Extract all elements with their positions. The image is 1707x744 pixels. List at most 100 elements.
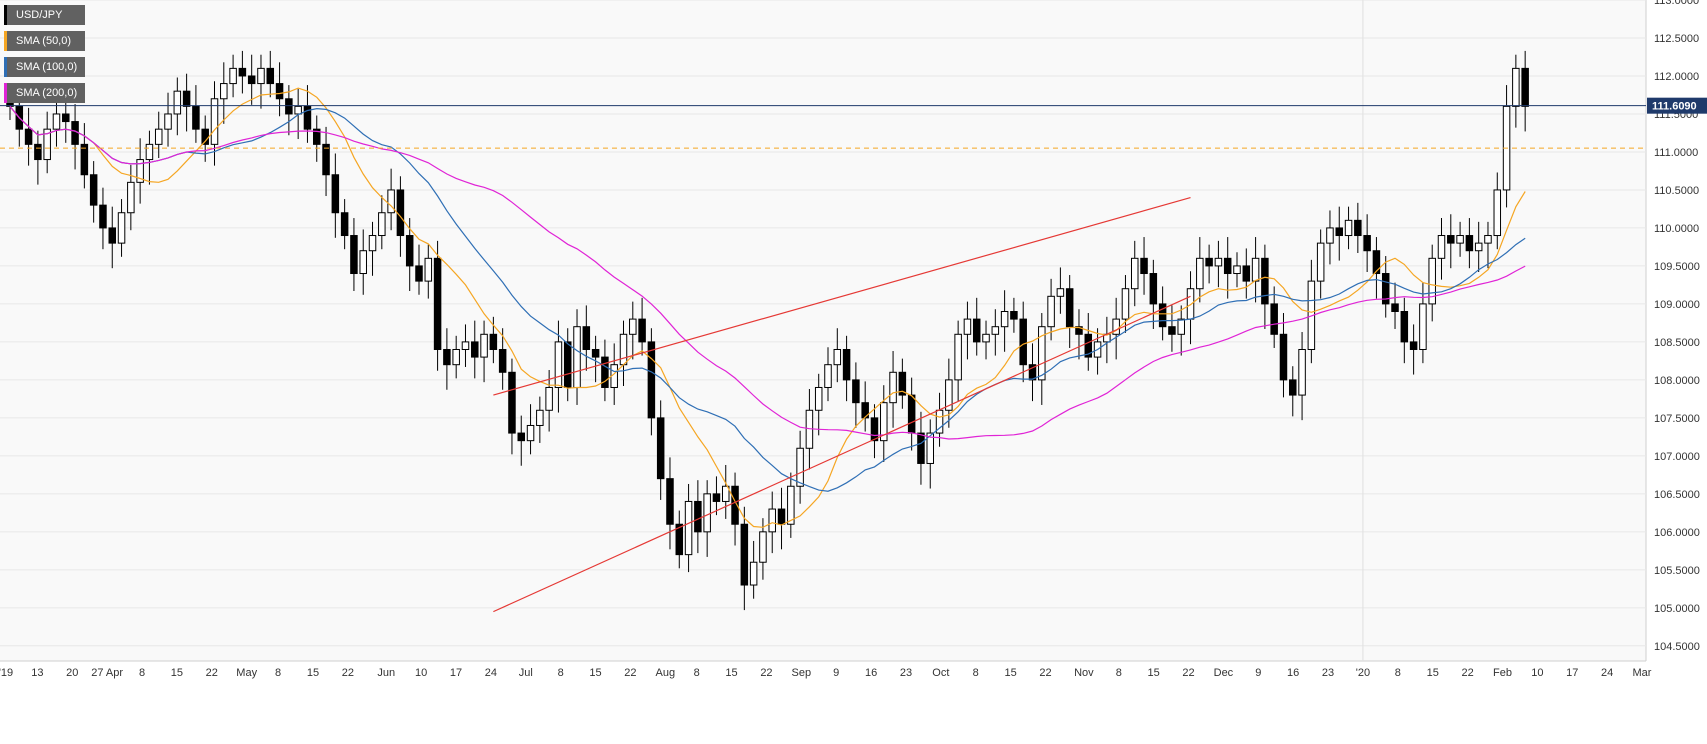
candle-body [982,333,990,343]
candle-body [1326,227,1334,244]
candle-body [508,371,516,434]
candle-body [573,326,581,388]
candle-body [415,265,423,282]
candle-body [368,235,377,252]
candle-body [796,447,804,487]
candle-body [917,432,925,464]
candle-body [1493,189,1502,237]
x-tick-label: May [236,667,257,679]
candle-body [787,485,795,525]
x-tick-label: 16 [865,667,877,679]
x-tick-label: Jun [377,667,395,679]
legend-label: SMA (50,0) [16,35,72,47]
candle-body [89,174,98,206]
x-tick-label: Oct [932,667,949,679]
candle-body [1028,364,1037,381]
candle-body [1158,303,1167,328]
candle-body [145,143,154,161]
legend-label: SMA (200,0) [16,87,78,99]
candle-body [563,341,572,388]
candle-body [396,189,405,237]
candle-body [71,121,79,145]
candle-body [591,348,600,358]
legend-label: USD/JPY [16,9,63,21]
candle-body [991,326,1000,335]
x-tick-label: 22 [760,667,772,679]
candle-body [471,341,479,358]
candle-body [647,341,656,419]
candle-body [889,371,897,404]
x-tick-label: 27 Apr [91,667,123,679]
y-tick-label: 107.5000 [1654,413,1700,425]
candle-body [1419,303,1427,350]
candle-body [954,333,962,381]
candle-body [703,493,711,533]
x-tick-label: 15 [1427,667,1439,679]
y-tick-label: 108.5000 [1654,337,1700,349]
x-tick-label: 8 [1395,667,1401,679]
x-tick-label: 22 [1461,667,1473,679]
plot-area [0,0,1646,661]
legend-item-price[interactable]: USD/JPY [4,5,86,25]
x-tick-label: 15 [1004,667,1016,679]
sma-50-line [9,87,1526,528]
candle-body [136,159,144,183]
x-tick-label: 17 [1566,667,1578,679]
legend-item-sma200[interactable]: SMA (200,0) [4,83,86,103]
legend-swatch [4,5,7,25]
candle-body [554,341,563,388]
candle-body [582,326,591,350]
candle-body [1056,288,1065,297]
candle-body [1447,235,1455,244]
candle-body [1409,341,1418,350]
candle-body [387,189,395,214]
candle-body [684,500,693,556]
candle-body [814,386,823,411]
y-tick-label: 112.0000 [1654,71,1699,83]
candle-body [359,250,367,275]
candle-body [1344,219,1353,237]
x-tick-label: 17 [450,667,462,679]
candle-body [117,212,126,244]
candle-body [378,212,386,237]
candle-body [285,98,293,115]
x-tick-label: '20 [1356,667,1370,679]
candle-body [777,508,786,525]
candle-body [963,318,972,335]
candle-body [192,105,200,130]
x-tick-label: 22 [342,667,354,679]
legend-swatch [4,57,7,77]
x-tick-label: 15 [1148,667,1160,679]
candle-body [1456,235,1464,244]
candle-body [907,394,916,434]
x-tick-label: 13 [31,667,43,679]
x-tick-label: 8 [139,667,145,679]
candle-body [1354,219,1362,237]
candle-body [1196,257,1204,290]
candle-body [842,348,851,381]
x-tick-label: 8 [275,667,281,679]
candle-body [238,67,247,77]
candle-body [1065,288,1074,328]
candle-body [833,348,842,366]
legend-item-sma100[interactable]: SMA (100,0) [4,57,86,77]
legend-item-sma50[interactable]: SMA (50,0) [4,31,86,51]
x-tick-label: 15 [589,667,601,679]
x-tick-label: 9 [1255,667,1261,679]
candle-body [1010,311,1018,320]
candle-body [173,90,182,115]
x-tick-label: 8 [1116,667,1122,679]
x-tick-label: Nov [1074,667,1094,679]
x-tick-label: 23 [1322,667,1334,679]
legend-label: SMA (100,0) [16,61,78,73]
y-tick-label: 105.5000 [1654,565,1700,577]
candle-body [1465,235,1474,252]
candle-body [824,364,832,388]
candle-body [52,113,61,130]
candle-body [294,105,302,115]
candle-body [666,478,674,525]
y-tick-label: 111.0000 [1654,147,1698,159]
candle-body [926,432,935,464]
